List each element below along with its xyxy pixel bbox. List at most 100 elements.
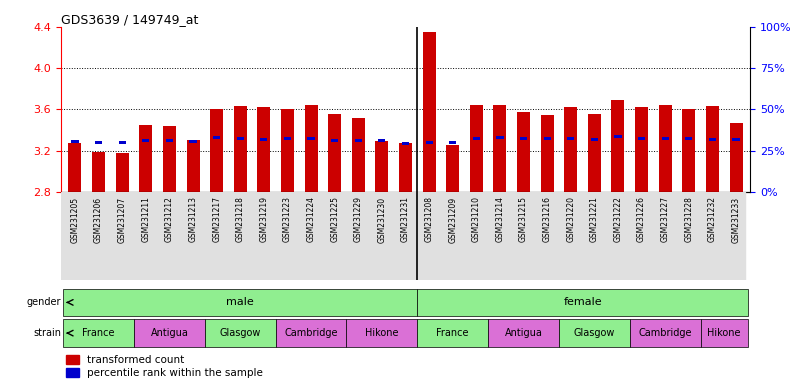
Bar <box>638 137 645 140</box>
Bar <box>205 319 276 347</box>
Text: GSM231215: GSM231215 <box>519 197 528 242</box>
Bar <box>685 137 693 140</box>
Text: GSM231223: GSM231223 <box>283 197 292 242</box>
Bar <box>331 139 338 142</box>
Text: GSM231211: GSM231211 <box>141 197 150 242</box>
Bar <box>166 139 173 142</box>
Bar <box>187 141 200 192</box>
Text: GSM231219: GSM231219 <box>260 197 268 242</box>
Text: Hikone: Hikone <box>365 328 399 338</box>
Text: France: France <box>83 328 115 338</box>
Bar <box>305 105 318 192</box>
Bar <box>68 144 81 192</box>
Bar <box>706 106 719 192</box>
Text: strain: strain <box>33 328 62 338</box>
Bar <box>307 137 315 140</box>
Text: GSM231214: GSM231214 <box>496 197 504 242</box>
Text: Cambridge: Cambridge <box>638 328 692 338</box>
Bar <box>237 137 244 140</box>
Text: GSM231217: GSM231217 <box>212 197 221 242</box>
Text: female: female <box>564 297 602 308</box>
Bar <box>234 106 247 192</box>
Text: GSM231205: GSM231205 <box>71 197 79 243</box>
Text: GSM231231: GSM231231 <box>401 197 410 242</box>
Text: France: France <box>436 328 469 338</box>
Text: Hikone: Hikone <box>707 328 741 338</box>
Bar <box>71 140 79 143</box>
Text: GSM231208: GSM231208 <box>425 197 434 242</box>
Text: GDS3639 / 149749_at: GDS3639 / 149749_at <box>61 13 198 26</box>
Bar <box>730 123 743 192</box>
Legend: transformed count, percentile rank within the sample: transformed count, percentile rank withi… <box>66 355 263 378</box>
Text: Cambridge: Cambridge <box>285 328 338 338</box>
Bar <box>517 111 530 192</box>
Text: GSM231221: GSM231221 <box>590 197 599 242</box>
Bar <box>418 319 488 347</box>
Bar <box>701 319 748 347</box>
Text: GSM231227: GSM231227 <box>661 197 670 242</box>
Text: Antigua: Antigua <box>504 328 543 338</box>
Text: Glasgow: Glasgow <box>573 328 615 338</box>
Bar <box>163 126 176 192</box>
Bar <box>564 108 577 192</box>
Text: GSM231210: GSM231210 <box>472 197 481 242</box>
Text: GSM231228: GSM231228 <box>684 197 693 242</box>
Bar <box>399 144 412 192</box>
Bar <box>63 289 418 316</box>
Bar <box>375 141 388 192</box>
Bar <box>446 144 459 192</box>
Bar <box>426 141 433 144</box>
Bar <box>611 100 624 192</box>
Bar <box>630 319 701 347</box>
Bar <box>559 319 630 347</box>
Text: male: male <box>226 297 254 308</box>
Text: GSM231207: GSM231207 <box>118 197 127 243</box>
Text: gender: gender <box>27 297 62 308</box>
Text: GSM231224: GSM231224 <box>307 197 315 242</box>
Bar <box>659 105 672 192</box>
Bar <box>213 136 221 139</box>
Bar <box>635 108 648 192</box>
Bar <box>588 114 601 192</box>
Bar <box>116 153 129 192</box>
Bar <box>567 137 574 140</box>
Bar <box>418 289 748 316</box>
Text: GSM231218: GSM231218 <box>236 197 245 242</box>
Bar <box>541 114 554 192</box>
Text: GSM231233: GSM231233 <box>732 197 740 243</box>
Bar <box>496 136 504 139</box>
Bar <box>260 138 268 141</box>
Bar <box>662 137 669 140</box>
Bar <box>346 319 418 347</box>
Bar <box>95 141 102 144</box>
Bar <box>142 139 149 142</box>
Bar <box>257 108 270 192</box>
Bar <box>520 137 527 140</box>
Bar <box>352 118 365 192</box>
Bar <box>139 125 152 192</box>
Bar <box>423 32 436 192</box>
Bar <box>473 137 480 140</box>
Bar <box>134 319 205 347</box>
Text: GSM231229: GSM231229 <box>354 197 363 242</box>
Text: GSM231220: GSM231220 <box>566 197 575 242</box>
Bar <box>92 152 105 192</box>
Bar <box>732 138 740 141</box>
Bar <box>118 141 126 144</box>
Bar <box>190 140 196 143</box>
Text: GSM231216: GSM231216 <box>543 197 551 242</box>
Bar <box>449 141 457 144</box>
Bar <box>543 137 551 140</box>
Bar <box>281 109 294 192</box>
Bar <box>682 109 695 192</box>
Bar <box>276 319 346 347</box>
Bar <box>328 114 341 192</box>
Bar <box>402 142 409 145</box>
Text: GSM231225: GSM231225 <box>330 197 339 242</box>
Bar <box>493 105 506 192</box>
Text: GSM231230: GSM231230 <box>377 197 386 243</box>
Bar <box>378 139 385 142</box>
Text: GSM231209: GSM231209 <box>448 197 457 243</box>
Bar <box>354 139 362 142</box>
Bar <box>615 135 621 138</box>
